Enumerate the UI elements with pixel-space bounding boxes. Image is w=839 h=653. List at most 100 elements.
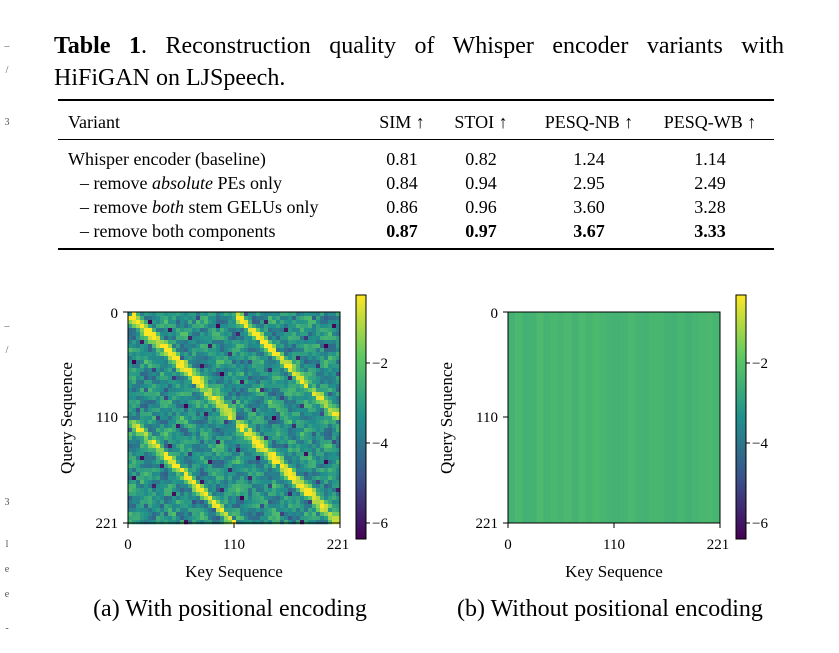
heatmap-cell xyxy=(304,516,309,521)
heatmap-cell xyxy=(148,372,153,377)
heatmap-cell xyxy=(160,396,165,401)
heatmap-cell xyxy=(248,376,253,381)
heatmap-cell xyxy=(144,340,149,345)
heatmap-cell xyxy=(132,436,137,441)
heatmap-cell xyxy=(308,444,313,449)
heatmap-cell xyxy=(312,480,317,485)
heatmap-cell xyxy=(336,360,341,365)
heatmap-cell xyxy=(176,360,181,365)
heatmap-cell xyxy=(132,360,137,365)
heatmap-cell xyxy=(172,320,177,325)
heatmap-cell xyxy=(308,376,313,381)
heatmap-cell xyxy=(280,420,285,425)
heatmap-cell xyxy=(312,420,317,425)
heatmap-cell xyxy=(152,472,157,477)
heatmap-cell xyxy=(196,488,201,493)
heatmap-cell xyxy=(248,472,253,477)
heatmap-cell xyxy=(280,312,285,317)
heatmap-cell xyxy=(232,432,237,437)
heatmap-cell xyxy=(216,516,221,521)
heatmap-cell xyxy=(320,404,325,409)
heatmap-cell xyxy=(220,496,225,501)
heatmap-cell xyxy=(320,480,325,485)
heatmap-cell xyxy=(280,500,285,505)
heatmap-cell xyxy=(228,452,233,457)
heatmap-cell xyxy=(236,508,241,513)
heatmap-cell xyxy=(136,388,141,393)
heatmap-cell xyxy=(324,424,329,429)
heatmap-cell xyxy=(152,364,157,369)
heatmap-cell xyxy=(208,324,213,329)
heatmap-cell xyxy=(252,344,257,349)
heatmap-cell xyxy=(212,412,217,417)
heatmap-cell xyxy=(332,520,337,525)
heatmap-cell xyxy=(132,488,137,493)
heatmap-cell xyxy=(308,340,313,345)
heatmap-cell xyxy=(312,392,317,397)
heatmap-cell xyxy=(136,352,141,357)
heatmap-cell xyxy=(132,448,137,453)
heatmap-cell xyxy=(136,316,141,321)
heatmap-cell xyxy=(284,368,289,373)
heatmap-cell xyxy=(156,368,161,373)
heatmap-cell xyxy=(224,468,229,473)
heatmap-cell xyxy=(232,436,237,441)
heatmap-cell xyxy=(160,376,165,381)
heatmap-cell xyxy=(168,400,173,405)
heatmap-cell xyxy=(188,340,193,345)
heatmap-cell xyxy=(140,364,145,369)
heatmap-cell xyxy=(236,476,241,481)
heatmap-cell xyxy=(152,508,157,513)
heatmap-cell xyxy=(240,516,245,521)
heatmap-cell xyxy=(132,412,137,417)
heatmap-cell xyxy=(208,420,213,425)
heatmap-cell xyxy=(136,484,141,489)
heatmap-cell xyxy=(240,352,245,357)
heatmap-cell xyxy=(200,316,205,321)
heatmap-cell xyxy=(268,364,273,369)
heatmap-cell xyxy=(196,344,201,349)
heatmap-cell xyxy=(260,496,265,501)
heatmap-cell xyxy=(228,344,233,349)
heatmap-cell xyxy=(176,328,181,333)
heatmap-cell xyxy=(216,412,221,417)
heatmap-cell xyxy=(192,312,197,317)
heatmap-cell xyxy=(649,312,657,523)
heatmap-cell xyxy=(128,340,133,345)
heatmap-cell xyxy=(336,424,341,429)
heatmap-cell xyxy=(200,460,205,465)
heatmap-cell xyxy=(164,496,169,501)
heatmap-cell xyxy=(264,380,269,385)
heatmap-cell xyxy=(148,508,153,513)
heatmap-cell xyxy=(136,356,141,361)
heatmap-cell xyxy=(136,520,141,525)
heatmap-cell xyxy=(148,440,153,445)
heatmap-cell xyxy=(336,408,341,413)
heatmap-cell xyxy=(256,428,261,433)
heatmap-cell xyxy=(156,428,161,433)
heatmap-cell xyxy=(328,428,333,433)
heatmap-cell xyxy=(336,452,341,457)
heatmap-cell xyxy=(312,512,317,517)
heatmap-cell xyxy=(308,512,313,517)
heatmap-cell xyxy=(144,504,149,509)
heatmap-cell xyxy=(324,472,329,477)
heatmap-cell xyxy=(304,340,309,345)
heatmap-cell xyxy=(160,380,165,385)
heatmap-cell xyxy=(192,328,197,333)
heatmap-cell xyxy=(228,424,233,429)
heatmap-cell xyxy=(276,492,281,497)
heatmap-cell xyxy=(196,484,201,489)
heatmap-cell xyxy=(308,464,313,469)
heatmap-cell xyxy=(128,416,133,421)
heatmap-cell xyxy=(220,448,225,453)
heatmap-cell xyxy=(132,492,137,497)
heatmap-cell xyxy=(172,340,177,345)
heatmap-cell xyxy=(280,496,285,501)
heatmap-cell xyxy=(272,464,277,469)
heatmap-cell xyxy=(252,312,257,317)
heatmap-cell xyxy=(308,408,313,413)
heatmap-cell xyxy=(308,312,313,317)
heatmap-cell xyxy=(272,348,277,353)
heatmap-cell xyxy=(244,504,249,509)
